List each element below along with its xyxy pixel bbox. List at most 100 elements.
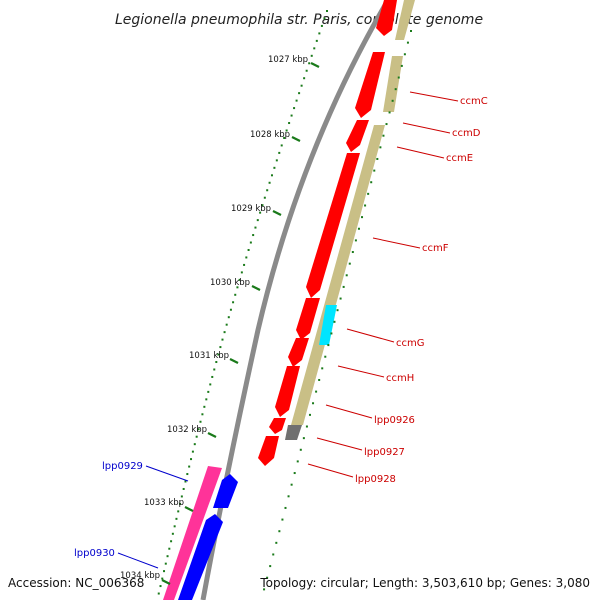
leader-line (396, 146, 445, 159)
leader-line (117, 552, 159, 569)
scale-dot (293, 107, 296, 110)
major-tick (272, 210, 282, 216)
scale-dot (394, 88, 397, 91)
cds-forward (346, 120, 369, 152)
major-tick (207, 432, 217, 438)
scale-dot (326, 10, 328, 12)
scale-dot (315, 390, 318, 393)
scale-dot (324, 355, 327, 358)
scale-dot (318, 378, 321, 381)
scale-dot (305, 425, 308, 428)
scale-dot (266, 189, 269, 192)
scale-dot (354, 239, 357, 242)
scale-dot (166, 555, 169, 558)
scale-dot (295, 99, 298, 102)
scale-dot (199, 420, 202, 423)
scale-dot (312, 402, 315, 405)
leader-line (346, 328, 395, 343)
scale-dot (219, 346, 222, 349)
scale-dot (215, 361, 218, 364)
scale-dot (225, 323, 228, 326)
scale-dot (287, 495, 290, 498)
tick-label: 1031 kbp (189, 351, 229, 361)
scale-dot (205, 398, 208, 401)
gc-band-segment (383, 56, 403, 112)
scale-dot (351, 251, 354, 254)
scale-dot (373, 169, 376, 172)
scale-dot (283, 136, 286, 139)
scale-dot (184, 480, 187, 483)
cds-forward (258, 436, 279, 466)
gene-label: ccmH (386, 373, 414, 384)
scale-dot (201, 413, 204, 416)
scale-dot (173, 525, 176, 528)
scale-dot (229, 308, 232, 311)
scale-dot (320, 24, 323, 27)
scale-dot (285, 129, 288, 132)
scale-dot (302, 437, 305, 440)
scale-dot (272, 553, 275, 556)
scale-dot (175, 517, 178, 520)
scale-dot (163, 570, 166, 573)
scale-dot (261, 204, 264, 207)
leader-line (402, 122, 451, 134)
scale-dot (182, 487, 185, 490)
cds-reverse (178, 514, 223, 600)
scale-dot (177, 510, 180, 513)
scale-dot (293, 472, 296, 475)
scale-dot (342, 285, 345, 288)
gc-band-segment (395, 0, 415, 40)
leader-line (145, 465, 189, 482)
tick-label: 1033 kbp (144, 498, 184, 508)
gc-band-segment (291, 125, 385, 425)
cds-forward (296, 298, 320, 340)
pink-band (163, 466, 222, 600)
leader-line (409, 91, 459, 102)
scale-dot (308, 62, 311, 65)
cds-forward (288, 338, 309, 367)
scale-dot (284, 506, 287, 509)
scale-dot (245, 256, 248, 259)
scale-dot (361, 216, 364, 219)
scale-dot (313, 47, 316, 50)
scale-dot (300, 84, 303, 87)
scale-dot (164, 562, 167, 565)
scale-dot (278, 151, 281, 154)
scale-dot (207, 390, 210, 393)
scale-dot (180, 495, 183, 498)
scale-dot (203, 405, 206, 408)
scale-dot (357, 227, 360, 230)
scale-dot (327, 344, 330, 347)
scale-dot (209, 383, 212, 386)
scale-dot (227, 316, 230, 319)
scale-dot (179, 502, 182, 505)
scale-dot (336, 309, 339, 312)
scale-dot (400, 64, 403, 67)
scale-dot (308, 413, 311, 416)
scale-dot (263, 196, 266, 199)
scale-dot (161, 577, 164, 580)
scale-dot (197, 428, 200, 431)
map-title: Legionella pneumophila str. Paris, compl… (115, 12, 483, 28)
scale-dot (254, 226, 257, 229)
tick-label: 1034 kbp (120, 571, 160, 581)
major-tick (229, 358, 239, 364)
scale-dot (223, 331, 226, 334)
scale-dot (288, 122, 291, 125)
scale-dot (243, 263, 246, 266)
gene-label: ccmG (396, 338, 425, 349)
scale-dot (232, 301, 235, 304)
scale-dot (397, 76, 400, 79)
scale-dot (259, 211, 262, 214)
major-tick (310, 62, 320, 68)
scale-dot (310, 54, 313, 57)
scale-dot (345, 274, 348, 277)
scale-dot (333, 320, 336, 323)
scale-dot (270, 174, 273, 177)
accession-text: Accession: NC_006368 (8, 576, 144, 590)
scale-dot (275, 159, 278, 162)
scale-dot (348, 262, 351, 265)
scale-dot (330, 332, 333, 335)
